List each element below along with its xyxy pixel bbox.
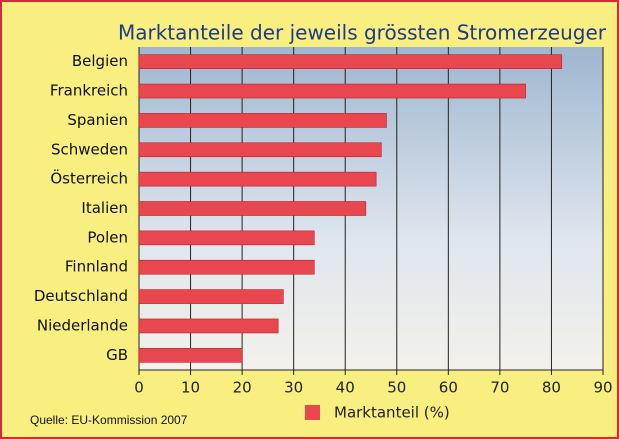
legend-swatch bbox=[305, 405, 320, 420]
bar bbox=[139, 231, 314, 245]
y-tick-label: Deutschland bbox=[34, 287, 128, 305]
y-tick-label: Finnland bbox=[65, 258, 128, 276]
bar bbox=[139, 202, 366, 216]
chart: Marktanteile der jeweils grössten Strome… bbox=[0, 0, 619, 439]
y-tick-label: Polen bbox=[87, 228, 128, 246]
x-tick-label: 30 bbox=[284, 379, 303, 397]
x-tick-label: 10 bbox=[181, 379, 200, 397]
legend-label: Marktanteil (%) bbox=[334, 404, 450, 422]
chart-title: Marktanteile der jeweils grössten Strome… bbox=[118, 21, 607, 45]
x-tick-label: 50 bbox=[387, 379, 406, 397]
y-tick-label: Belgien bbox=[72, 52, 128, 70]
y-tick-label: Italien bbox=[81, 199, 128, 217]
x-tick-label: 60 bbox=[439, 379, 458, 397]
y-tick-label: Schweden bbox=[51, 140, 128, 158]
source: Quelle: EU-Kommission 2007 bbox=[30, 413, 188, 427]
y-tick-label: Frankreich bbox=[50, 82, 128, 100]
x-tick-label: 80 bbox=[542, 379, 561, 397]
x-tick-label: 40 bbox=[336, 379, 355, 397]
x-tick-label: 0 bbox=[134, 379, 144, 397]
y-tick-label: GB bbox=[106, 346, 128, 364]
bar bbox=[139, 172, 376, 186]
bar bbox=[139, 348, 242, 362]
bar bbox=[139, 319, 278, 333]
bar bbox=[139, 55, 562, 69]
y-tick-label: Spanien bbox=[67, 111, 128, 129]
x-tick-label: 70 bbox=[490, 379, 509, 397]
y-tick-label: Österreich bbox=[50, 169, 128, 188]
bar bbox=[139, 290, 283, 304]
x-tick-label: 90 bbox=[593, 379, 612, 397]
bar bbox=[139, 84, 526, 98]
bar bbox=[139, 113, 386, 127]
bar bbox=[139, 143, 381, 157]
bar bbox=[139, 260, 314, 274]
y-tick-label: Niederlande bbox=[37, 316, 128, 334]
x-tick-label: 20 bbox=[233, 379, 252, 397]
